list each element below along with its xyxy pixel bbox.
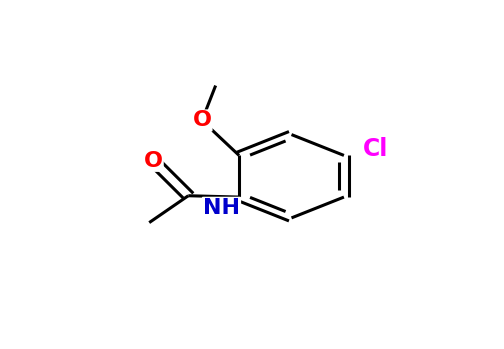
Text: NH: NH (203, 198, 240, 218)
Text: Cl: Cl (362, 137, 388, 161)
Text: O: O (144, 151, 163, 171)
Text: O: O (193, 111, 212, 131)
